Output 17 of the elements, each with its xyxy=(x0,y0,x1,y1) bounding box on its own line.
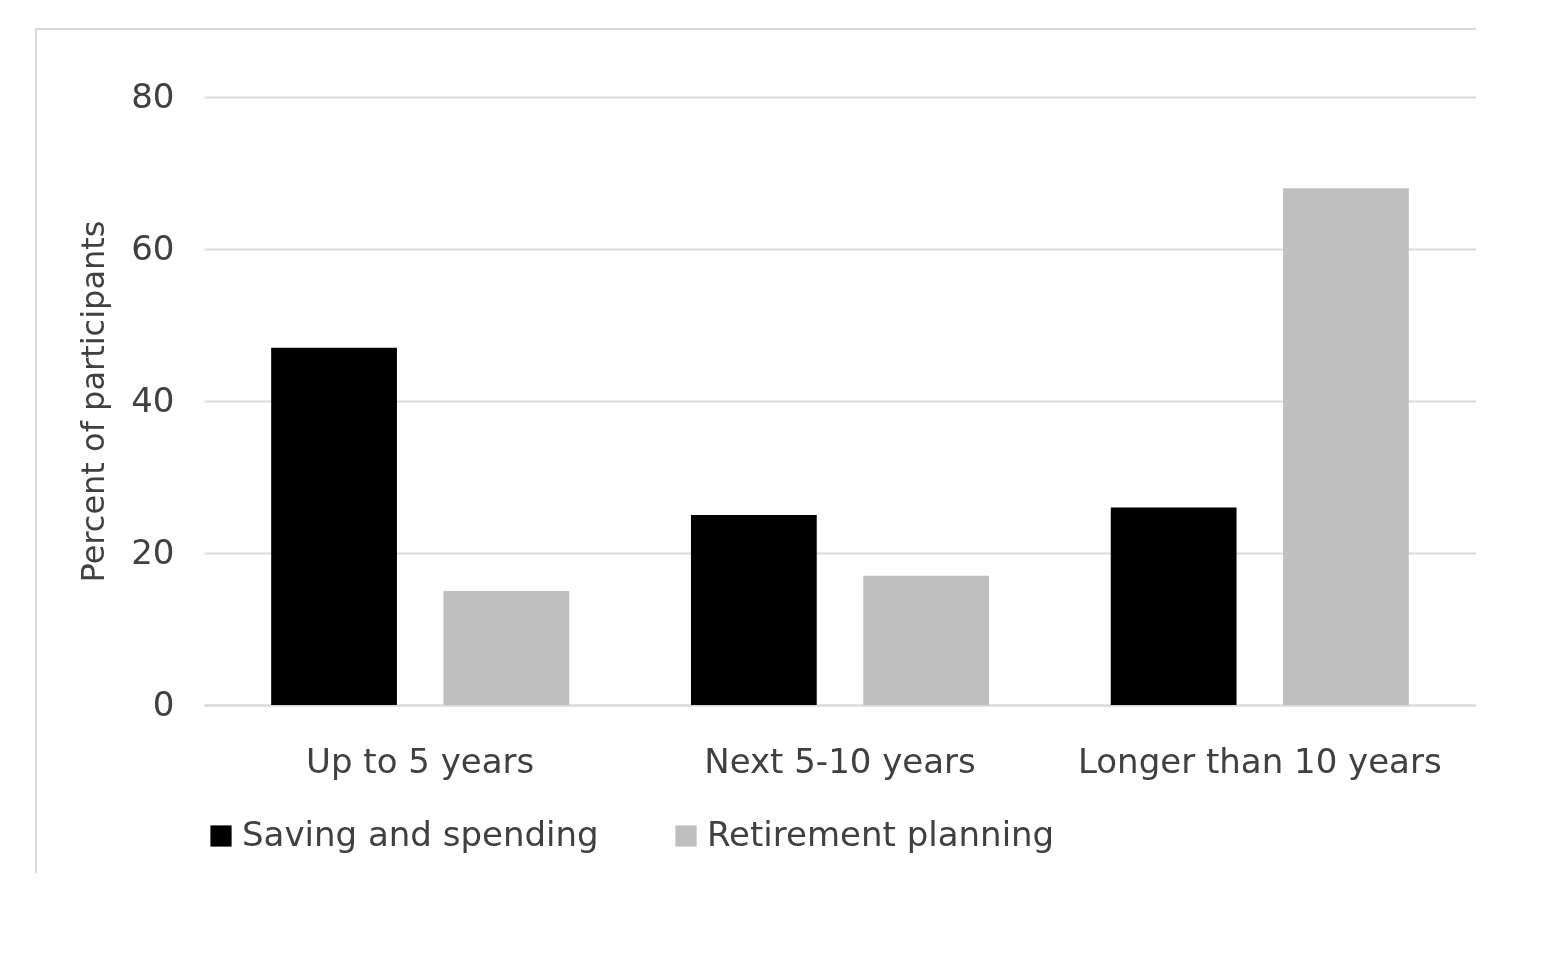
bar xyxy=(1110,507,1237,705)
bar xyxy=(690,515,817,705)
y-tick-label: 40 xyxy=(131,379,175,420)
y-axis-title: Percent of participants xyxy=(74,220,113,583)
y-tick-label: 80 xyxy=(131,75,175,116)
x-tick-label: Longer than 10 years xyxy=(1077,740,1442,781)
x-tick-label: Up to 5 years xyxy=(306,740,535,781)
x-tick-label: Next 5-10 years xyxy=(704,740,976,781)
legend-label: Saving and spending xyxy=(242,814,599,854)
y-tick-label: 60 xyxy=(131,227,175,268)
bar xyxy=(863,575,990,705)
bar xyxy=(1283,188,1409,705)
bar xyxy=(271,347,397,705)
y-tick-label: 0 xyxy=(152,683,175,724)
bar xyxy=(443,591,570,705)
legend-label: Retirement planning xyxy=(707,814,1055,854)
y-tick-label: 20 xyxy=(131,531,175,572)
